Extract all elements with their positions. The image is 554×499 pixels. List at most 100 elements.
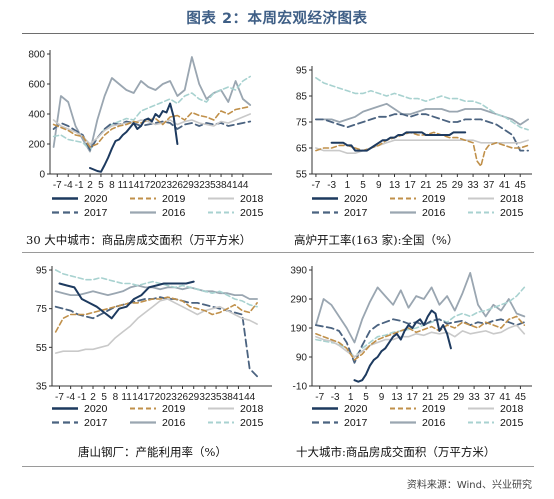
x-tick-label: 2	[90, 392, 96, 403]
legend-label-2017: 2017	[84, 207, 108, 219]
x-tick-label: 37	[484, 392, 496, 403]
legend-label-2019: 2019	[162, 403, 186, 415]
y-tick-label: 85	[296, 92, 308, 103]
series-line-2019	[54, 296, 258, 333]
x-tick-label: 25	[436, 180, 448, 191]
x-tick-label: 44	[244, 392, 256, 403]
series-line-2018	[54, 298, 258, 354]
x-tick-label: 20	[155, 392, 167, 403]
chart-caption: 唐山钢厂：产能利用率（%）	[78, 445, 227, 459]
x-tick-label: 32	[194, 180, 206, 191]
title-rule	[22, 33, 534, 34]
x-tick-label: 11	[121, 392, 132, 403]
x-tick-label: 41	[233, 392, 245, 403]
x-tick-label: 20	[150, 180, 162, 191]
legend-label-2016: 2016	[162, 207, 186, 219]
chart-panel-blast-furnace: 55 65 75 85 95 -7 -3 1 5 9 13 17 21 25 29 33 37 41 45 2020 2…	[282, 40, 544, 247]
legend-label-2017: 2017	[84, 417, 108, 429]
x-tick-label: 9	[376, 180, 382, 191]
x-tick-label: 26	[172, 180, 184, 191]
series-line-2017	[315, 318, 526, 364]
x-tick-label: 5	[363, 392, 369, 403]
legend-label-2018: 2018	[500, 193, 524, 205]
x-tick-label: 13	[389, 180, 401, 191]
y-tick-label: 35	[36, 382, 48, 393]
legend-label-2020: 2020	[84, 193, 108, 205]
bottom-rule	[22, 466, 534, 467]
y-tick-label: 200	[28, 140, 45, 151]
x-tick-label: 26	[177, 392, 189, 403]
series-line-2016	[315, 102, 530, 126]
x-tick-label: 35	[211, 392, 223, 403]
series-line-2016	[315, 271, 526, 344]
x-tick-label: 41	[226, 180, 238, 191]
x-tick-label: 23	[166, 392, 178, 403]
series-line-2017	[315, 113, 530, 152]
x-tick-label: 2	[87, 180, 93, 191]
x-tick-label: 8	[113, 392, 119, 403]
x-tick-label: -1	[75, 180, 84, 191]
chart-caption: 十大城市:商品房成交面积（万平方米）	[296, 445, 496, 459]
x-tick-label: 5	[360, 180, 366, 191]
x-tick-label: 1	[348, 392, 354, 403]
y-tick-label: 75	[36, 304, 48, 315]
series-line-2016	[54, 284, 259, 300]
series-line-2020	[89, 102, 179, 173]
x-tick-label: 33	[469, 392, 481, 403]
chart-caption: 高炉开工率(163 家):全国（%）	[294, 233, 459, 247]
x-tick-label: 23	[161, 180, 173, 191]
x-tick-label: 41	[499, 392, 511, 403]
x-tick-label: 21	[420, 180, 432, 191]
series-line-2015	[315, 286, 526, 358]
x-tick-label: 17	[407, 392, 419, 403]
x-tick-label: 45	[515, 392, 527, 403]
x-tick-label: 29	[188, 392, 200, 403]
x-tick-label: 17	[139, 180, 151, 191]
legend-label-2015: 2015	[500, 417, 524, 429]
chart-panel-tangshan-steel: 35 55 75 95 -7 -4 -1 2 5 8 11 14 17 20 23 26 29 32 35 38 41 4…	[22, 258, 284, 464]
legend-label-2016: 2016	[422, 417, 446, 429]
x-tick-label: 11	[118, 180, 129, 191]
series-line-2020	[353, 309, 452, 383]
x-tick-label: 29	[453, 392, 465, 403]
legend-label-2020: 2020	[84, 403, 108, 415]
x-tick-label: 29	[452, 180, 464, 191]
series-line-2015	[52, 75, 251, 151]
y-tick-label: 390	[290, 266, 307, 277]
chart-30-cities-svg: 0 200 400 600 800 -7 -4 -1 2 5 8 11 14 17 20 23 26 29 32 35…	[28, 50, 272, 219]
series-line-2017	[54, 296, 259, 378]
y-tick-label: 290	[290, 295, 307, 306]
y-tick-label: 55	[296, 170, 308, 181]
x-tick-label: -7	[311, 180, 320, 191]
x-tick-label: -7	[53, 180, 62, 191]
x-tick-label: 33	[468, 180, 480, 191]
legend-label-2016: 2016	[162, 417, 186, 429]
legend-label-2017: 2017	[344, 207, 368, 219]
x-tick-label: 38	[215, 180, 227, 191]
legend-label-2020: 2020	[344, 193, 368, 205]
legend-label-2018: 2018	[240, 193, 264, 205]
page-title: 图表 2：本周宏观经济图表	[186, 11, 368, 27]
x-tick-label: 8	[109, 180, 115, 191]
y-tick-label: 0	[39, 170, 45, 181]
series-line-2019	[315, 315, 526, 361]
y-tick-label: 55	[36, 343, 48, 354]
y-tick-label: -10	[293, 382, 308, 393]
y-tick-label: 400	[28, 110, 45, 121]
x-tick-label: -7	[315, 392, 324, 403]
legend-label-2018: 2018	[500, 403, 524, 415]
x-tick-label: -3	[331, 392, 340, 403]
series-line-2018	[52, 113, 251, 145]
x-tick-label: 14	[128, 180, 140, 191]
chart-panel-30-cities: 0 200 400 600 800 -7 -4 -1 2 5 8 11 14 17 20 23 26 29 32 35…	[22, 40, 284, 247]
y-tick-label: 90	[296, 353, 308, 364]
x-tick-label: 29	[183, 180, 195, 191]
x-tick-label: -7	[55, 392, 64, 403]
x-tick-label: 45	[515, 180, 527, 191]
series-line-2019	[315, 131, 529, 167]
x-tick-label: 25	[438, 392, 450, 403]
x-tick-label: 9	[379, 392, 385, 403]
legend-label-2020: 2020	[344, 403, 368, 415]
